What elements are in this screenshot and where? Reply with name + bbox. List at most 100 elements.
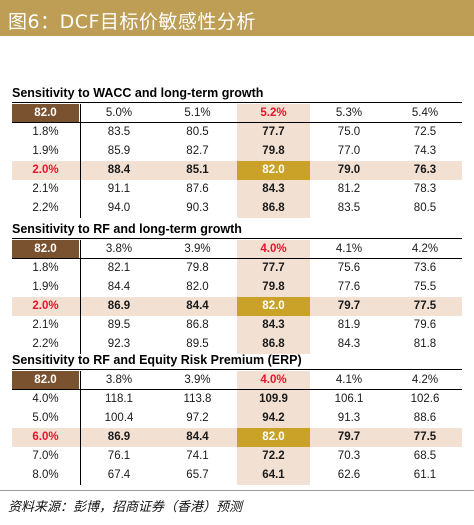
value-cell: 113.8 (183, 393, 212, 405)
value-cell: 75.6 (337, 262, 361, 274)
value-cell: 72.5 (413, 126, 437, 138)
value-cell: 82.1 (107, 262, 131, 274)
row-label-divider (80, 240, 81, 354)
column-header: 4.2% (411, 374, 439, 386)
bottom-divider (0, 490, 474, 491)
value-cell: 64.1 (262, 469, 285, 481)
value-cell: 83.5 (337, 202, 361, 214)
column-header: 5.2% (260, 107, 287, 119)
value-cell: 75.0 (337, 126, 361, 138)
value-cell: 80.5 (413, 202, 437, 214)
figure-title: 图6：DCF目标价敏感性分析 (8, 11, 256, 33)
value-cell: 65.7 (186, 469, 209, 481)
value-cell: 88.6 (413, 412, 437, 424)
value-cell: 67.4 (107, 469, 131, 481)
column-header: 3.8% (105, 374, 133, 386)
value-cell: 62.6 (337, 469, 361, 481)
value-cell: 74.3 (413, 145, 437, 157)
value-cell: 84.4 (186, 431, 209, 443)
sensitivity-table-2: Sensitivity to RF and long-term growth 82… (0, 221, 474, 356)
column-header: 5.0% (105, 107, 133, 119)
value-cell: 79.8 (262, 281, 285, 293)
value-cell: 75.5 (413, 281, 437, 293)
value-cell: 77.7 (262, 262, 285, 274)
row-label: 1.9% (32, 145, 59, 157)
value-cell: 89.5 (186, 338, 209, 350)
value-cell: 118.1 (105, 393, 133, 405)
value-cell: 74.1 (186, 450, 209, 462)
column-header: 3.9% (184, 243, 211, 255)
value-cell: 78.3 (413, 183, 437, 195)
value-cell: 97.2 (186, 412, 209, 424)
value-cell: 80.5 (186, 126, 209, 138)
value-cell: 70.3 (337, 450, 361, 462)
value-cell: 84.4 (107, 281, 131, 293)
value-cell: 86.8 (262, 202, 285, 214)
row-label: 2.2% (32, 338, 59, 350)
center-value-cell: 82.0 (237, 161, 310, 180)
sensitivity-table-1: Sensitivity to WACC and long-term growth… (0, 85, 474, 220)
value-cell: 79.0 (337, 164, 361, 176)
value-cell: 90.3 (186, 202, 209, 214)
value-cell: 68.5 (413, 450, 437, 462)
row-label: 1.8% (32, 126, 59, 138)
row-label: 7.0% (32, 450, 59, 462)
value-cell: 86.9 (107, 300, 131, 312)
value-cell: 77.6 (337, 281, 361, 293)
column-header: 4.2% (411, 243, 439, 255)
value-cell: 85.1 (186, 164, 209, 176)
row-label: 8.0% (32, 469, 59, 481)
table-title: Sensitivity to WACC and long-term growth (12, 86, 264, 100)
value-cell: 61.1 (413, 469, 437, 481)
row-label-divider (80, 104, 81, 218)
table-top-rule (12, 369, 462, 370)
source-note: 资料来源：彭博，招商证券（香港）预测 (8, 500, 243, 515)
row-label: 1.9% (32, 281, 59, 293)
value-cell: 86.9 (107, 431, 131, 443)
value-cell: 106.1 (334, 393, 364, 405)
value-cell: 91.1 (107, 183, 131, 195)
value-cell: 79.8 (186, 262, 209, 274)
value-cell: 81.9 (337, 319, 361, 331)
base-value-cell: 82.0 (12, 371, 79, 389)
value-cell: 84.3 (337, 338, 361, 350)
table-top-rule (12, 102, 462, 103)
value-cell: 85.9 (107, 145, 131, 157)
value-cell: 84.4 (186, 300, 209, 312)
column-header: 3.9% (184, 374, 211, 386)
value-cell: 79.8 (262, 145, 285, 157)
table-top-rule (12, 238, 462, 239)
figure-title-bar: 图6：DCF目标价敏感性分析 (0, 0, 474, 36)
value-cell: 87.6 (186, 183, 209, 195)
value-cell: 89.5 (107, 319, 131, 331)
value-cell: 83.5 (107, 126, 131, 138)
row-label: 2.1% (32, 319, 59, 331)
table-title: Sensitivity to RF and long-term growth (12, 222, 242, 236)
column-header: 4.1% (335, 374, 363, 386)
value-cell: 82.0 (186, 281, 209, 293)
column-header: 5.3% (335, 107, 363, 119)
row-label: 5.0% (32, 412, 59, 424)
center-value-cell: 82.0 (237, 297, 310, 316)
row-label: 2.2% (32, 202, 59, 214)
value-cell: 91.3 (337, 412, 361, 424)
value-cell: 86.8 (186, 319, 209, 331)
value-cell: 81.2 (337, 183, 361, 195)
row-label: 4.0% (32, 393, 59, 405)
value-cell: 82.7 (186, 145, 209, 157)
center-value-cell: 82.0 (237, 428, 310, 447)
value-cell: 88.4 (107, 164, 131, 176)
value-cell: 81.8 (413, 338, 437, 350)
column-header: 4.0% (260, 243, 287, 255)
value-cell: 102.6 (410, 393, 440, 405)
header-divider (12, 389, 462, 390)
value-cell: 86.8 (262, 338, 285, 350)
row-label: 2.0% (32, 300, 59, 312)
value-cell: 79.7 (337, 300, 361, 312)
row-label-divider (80, 371, 81, 485)
table-title: Sensitivity to RF and Equity Risk Premiu… (12, 353, 302, 367)
column-header: 3.8% (105, 243, 133, 255)
column-header: 4.1% (335, 243, 363, 255)
row-label: 2.1% (32, 183, 59, 195)
base-value-cell: 82.0 (12, 104, 79, 122)
